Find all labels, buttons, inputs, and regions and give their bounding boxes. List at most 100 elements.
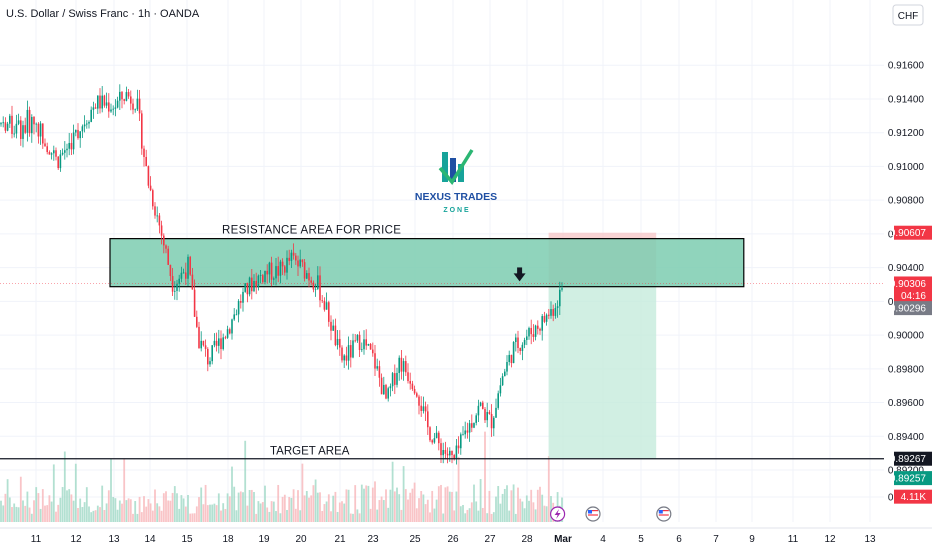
- candle-body: [299, 259, 301, 267]
- time-tick: 14: [144, 534, 156, 545]
- candle-body: [559, 289, 561, 307]
- volume-bar: [514, 513, 517, 522]
- candle-body: [350, 345, 352, 358]
- currency-label[interactable]: CHF: [898, 11, 919, 22]
- candle-body: [354, 340, 356, 342]
- volume-bar: [360, 484, 363, 522]
- resistance-rect[interactable]: [109, 238, 745, 288]
- candle-body: [385, 384, 387, 399]
- candle-body: [411, 383, 414, 390]
- volume-bar: [110, 459, 112, 522]
- candle-body: [367, 344, 370, 346]
- time-axis[interactable]: 11 12 13 14 15 18 19 20 21 23 25 26 27 28 Mar 4 5 6 7 9 11 12…: [0, 527, 932, 545]
- price-label-bid[interactable]: [894, 301, 932, 316]
- lightning-glyph: [554, 509, 561, 519]
- candle-body: [534, 325, 537, 337]
- volume-bar: [517, 487, 519, 522]
- candle-body: [44, 143, 46, 147]
- candle-body: [479, 402, 482, 406]
- time-tick: 11: [31, 534, 42, 545]
- price-label-line[interactable]: [894, 451, 932, 466]
- candle-body: [112, 108, 114, 110]
- time-tick: 15: [181, 534, 193, 545]
- volume-bar: [132, 513, 134, 522]
- volume-bar: [204, 484, 207, 522]
- price-label-stop[interactable]: [894, 225, 932, 240]
- volume-bar: [209, 504, 211, 522]
- volume-bar: [312, 485, 315, 522]
- candle-body: [136, 98, 139, 110]
- candle-body: [374, 353, 376, 369]
- candle-body: [77, 129, 79, 139]
- price-axis[interactable]: CHF 0.91600 0.91400 0.91200 0.91000 0.90800 0.…: [884, 0, 932, 550]
- candle-body: [224, 337, 227, 339]
- volume-bar: [481, 507, 484, 522]
- price-tick: 0.91600: [888, 61, 925, 72]
- volume-bar: [356, 509, 359, 522]
- volume-bar: [255, 513, 258, 522]
- candle-body: [143, 148, 145, 157]
- currency-button[interactable]: [892, 4, 924, 26]
- candle-body: [317, 275, 319, 289]
- candle-body: [42, 123, 44, 144]
- candle-body: [493, 417, 495, 429]
- horizontal-lines[interactable]: TARGET AREA: [0, 267, 884, 460]
- candle-body: [22, 125, 24, 139]
- volume-bar: [59, 497, 62, 522]
- volume-bar: [129, 499, 132, 522]
- volume-bar: [453, 510, 456, 522]
- candle-body: [488, 412, 491, 414]
- volume-bar: [547, 456, 550, 522]
- volume-bar: [28, 507, 31, 522]
- price-label-target[interactable]: [894, 471, 932, 486]
- candle-body: [55, 150, 57, 157]
- take-profit-area[interactable]: [548, 283, 657, 459]
- candle-body: [31, 116, 33, 134]
- volume-bar: [4, 493, 7, 522]
- volume-bar: [195, 506, 198, 522]
- candle-body: [510, 354, 513, 364]
- candle-body: [409, 381, 411, 384]
- us-flag-icon[interactable]: [585, 506, 601, 522]
- candle-body: [35, 123, 37, 125]
- candle-body: [301, 259, 304, 263]
- candle-body: [396, 372, 398, 385]
- candle-body: [141, 113, 143, 149]
- candle-body: [468, 423, 471, 433]
- candle-body: [163, 235, 165, 246]
- candle-body: [477, 405, 480, 416]
- volume-bar: [160, 510, 163, 522]
- volume-bar: [332, 495, 335, 522]
- candle-body: [319, 275, 321, 301]
- candle-body: [204, 345, 207, 349]
- flag-stripe: [658, 512, 669, 514]
- volume-bar: [125, 500, 128, 522]
- volume-bar: [275, 511, 277, 522]
- volume-bar: [367, 485, 370, 522]
- event-markers[interactable]: [549, 506, 672, 522]
- us-flag-icon[interactable]: [656, 506, 672, 522]
- volume-bar: [464, 513, 467, 522]
- candle-body: [167, 248, 169, 265]
- volume-bar: [101, 485, 104, 522]
- candle-body: [156, 215, 158, 217]
- volume-bar: [503, 488, 506, 522]
- candle-body: [310, 280, 312, 283]
- price-label-timer[interactable]: [894, 288, 932, 303]
- volume-bar: [246, 505, 249, 522]
- volume-bar: [187, 494, 189, 522]
- candle-body: [501, 376, 504, 386]
- price-label-text: 0.90296: [890, 304, 927, 315]
- price-label-last[interactable]: [894, 276, 932, 291]
- price-label-volume[interactable]: [894, 489, 932, 504]
- candle-body: [400, 357, 403, 372]
- resistance-zone[interactable]: RESISTANCE AREA FOR PRICE: [109, 225, 745, 288]
- volume-bar: [396, 487, 398, 522]
- candle-body: [248, 277, 251, 295]
- candle-body: [325, 302, 328, 310]
- volume-bar: [398, 494, 401, 522]
- candle-body: [530, 327, 532, 335]
- candle-body: [517, 337, 519, 349]
